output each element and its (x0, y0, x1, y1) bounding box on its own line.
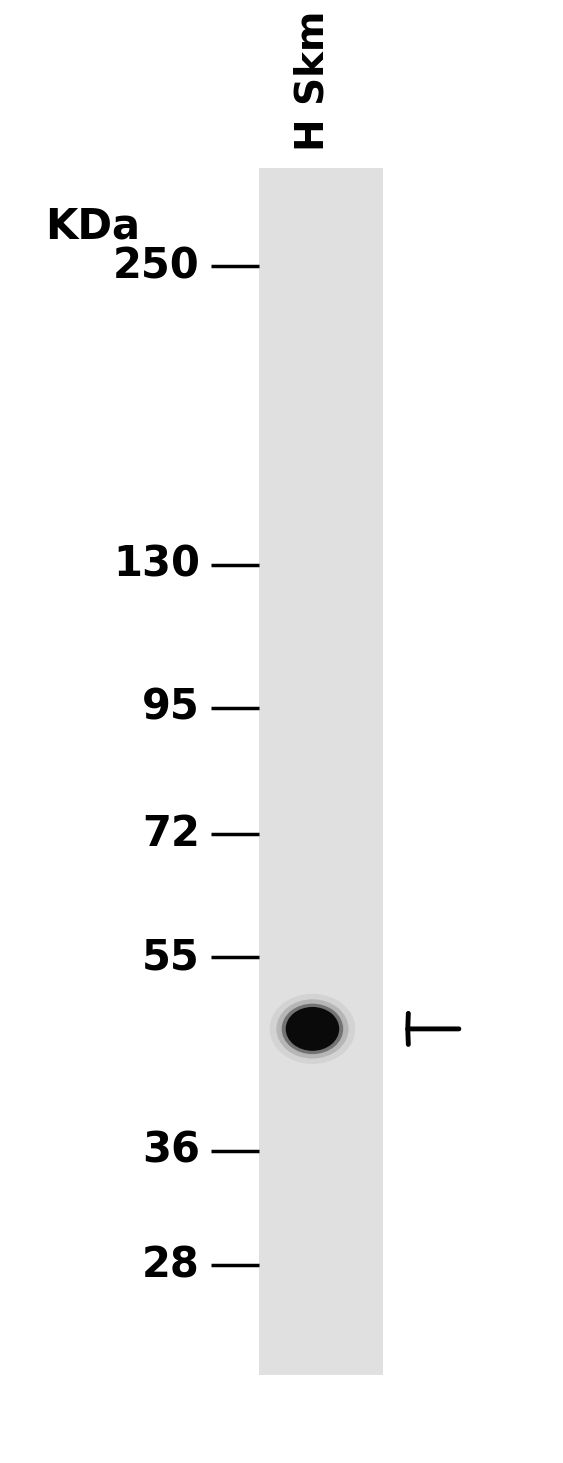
Bar (259, 168, 383, 1375)
Ellipse shape (286, 1007, 339, 1050)
Text: 55: 55 (142, 936, 200, 979)
Text: KDa: KDa (46, 206, 140, 247)
Text: 36: 36 (142, 1129, 200, 1172)
Ellipse shape (282, 1004, 343, 1055)
Text: 250: 250 (113, 246, 200, 287)
Text: H Skm: H Skm (293, 10, 332, 151)
Text: 28: 28 (142, 1244, 200, 1286)
Text: 72: 72 (142, 813, 200, 856)
Ellipse shape (270, 993, 355, 1064)
Ellipse shape (276, 999, 348, 1059)
Text: 95: 95 (142, 686, 200, 729)
Text: 130: 130 (113, 544, 200, 585)
